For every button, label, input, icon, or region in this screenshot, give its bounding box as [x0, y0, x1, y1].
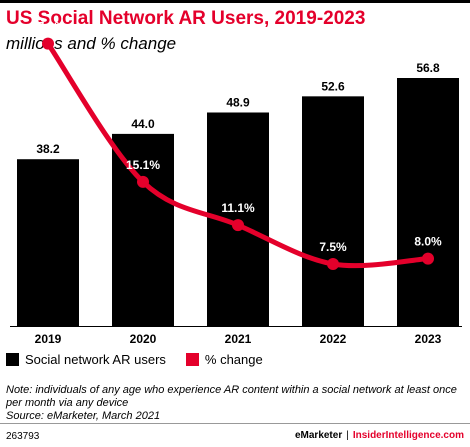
chart-note: Note: individuals of any age who experie…	[6, 384, 466, 423]
pct-change-point-2020	[137, 175, 149, 188]
chart-area: 38.2 44.0 48.9 52.6 56.8 27.9% 15.1% 11.1% 7.5%…	[10, 20, 462, 346]
bar-2023	[397, 78, 459, 326]
chart-title: US Social Network AR Users, 2019-2023	[6, 8, 366, 29]
pct-change-line	[45, 41, 431, 269]
pct-change-point-2019	[42, 37, 54, 50]
chart-id: 263793	[6, 431, 40, 442]
pct-change-label-2020: 15.1%	[126, 158, 160, 172]
bar-value-label-2019: 38.2	[36, 142, 60, 156]
legend-label-line: % change	[204, 351, 263, 367]
pct-change-label-2019: 27.9%	[31, 20, 65, 34]
footer-brand: eMarketer | InsiderIntelligence.com	[295, 430, 464, 441]
bar-2019	[17, 159, 79, 326]
legend-item-bars: Social network AR users	[6, 352, 166, 367]
legend-label-bars: Social network AR users	[25, 351, 166, 367]
brand-emarketer: eMarketer	[294, 430, 343, 441]
x-tick-label-2021: 2021	[225, 332, 252, 346]
note-text: Note: individuals of any age who experie…	[6, 384, 457, 409]
legend-item-line: % change	[185, 351, 263, 367]
pct-change-label-2023: 8.0%	[414, 235, 442, 249]
pct-change-label-2022: 7.5%	[319, 240, 347, 254]
pct-change-point-2022	[327, 258, 339, 270]
x-tick-label-2020: 2020	[130, 332, 157, 346]
brand-insider-intelligence: InsiderIntelligence.com	[352, 430, 464, 441]
x-tick-label-2023: 2023	[415, 332, 442, 346]
source-text: Source: eMarketer, March 2021	[6, 410, 161, 422]
pct-change-point-2021	[232, 219, 244, 232]
legend: Social network AR users % change	[6, 350, 283, 368]
pct-change-label-2021: 11.1%	[221, 201, 255, 215]
brand-separator: |	[346, 430, 349, 441]
bar-value-label-2021: 48.9	[226, 95, 250, 109]
bar-value-label-2022: 52.6	[321, 79, 345, 93]
pct-change-point-2023	[422, 252, 434, 265]
bar-2022	[302, 96, 364, 326]
footer-divider	[0, 423, 470, 424]
x-tick-label-2022: 2022	[320, 332, 347, 346]
bar-value-label-2023: 56.8	[416, 61, 440, 75]
bar-value-label-2020: 44.0	[131, 117, 155, 131]
top-rule	[0, 0, 470, 3]
legend-swatch-bars	[6, 352, 19, 366]
x-tick-label-2019: 2019	[35, 332, 62, 346]
bar-2020	[112, 133, 174, 326]
legend-swatch-line	[185, 352, 199, 366]
